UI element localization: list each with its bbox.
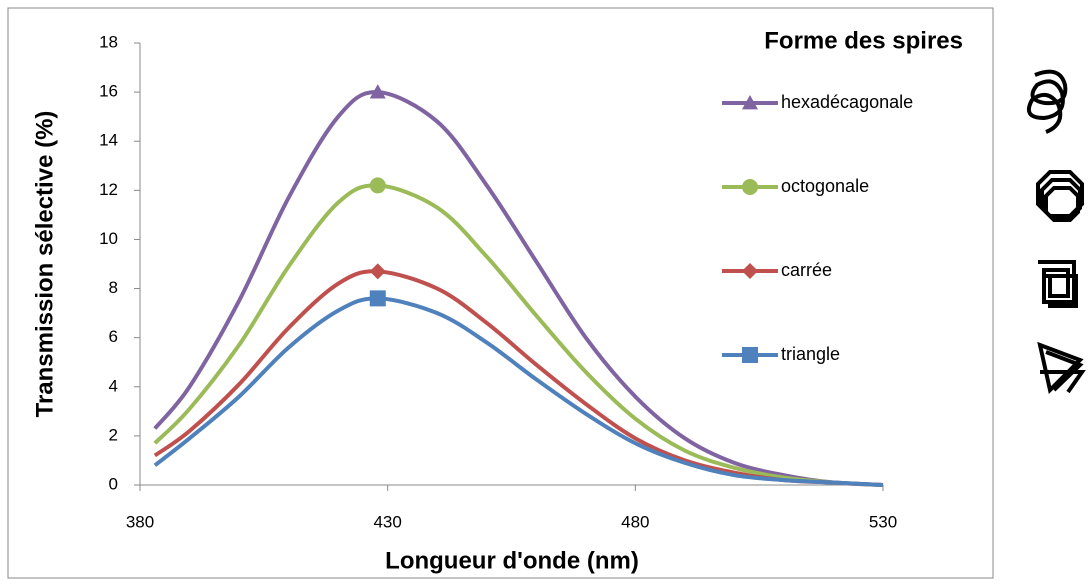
- legend-marker: [742, 179, 758, 195]
- y-tick-label: 6: [109, 327, 118, 346]
- data-marker: [369, 263, 386, 280]
- triangle-icon: [1037, 341, 1086, 394]
- legend-label: carrée: [781, 260, 832, 280]
- y-tick-label: 10: [99, 229, 118, 248]
- spire-icons: [1027, 69, 1086, 394]
- y-tick-label: 12: [99, 180, 118, 199]
- y-tick-label: 2: [109, 425, 118, 444]
- data-marker: [369, 84, 386, 99]
- legend-label: triangle: [781, 344, 840, 364]
- spiral-icon: [1027, 69, 1068, 134]
- series-line: [153, 90, 884, 487]
- legend-label: hexadécagonale: [781, 92, 913, 112]
- x-tick-label: 430: [373, 512, 401, 531]
- legend-marker: [742, 263, 758, 279]
- y-axis-title: Transmission sélective (%): [31, 111, 58, 418]
- x-tick-label: 480: [621, 512, 649, 531]
- series-line: [153, 183, 884, 487]
- square-icon: [1038, 260, 1078, 308]
- series-line: [153, 296, 884, 487]
- legend-label: octogonale: [781, 176, 869, 196]
- y-tick-label: 0: [109, 474, 118, 493]
- legend-marker: [742, 95, 758, 110]
- octagon-icon: [1036, 170, 1084, 222]
- y-tick-label: 8: [109, 278, 118, 297]
- y-tick-label: 14: [99, 131, 118, 150]
- legend-title: Forme des spires: [764, 27, 963, 54]
- y-tick-label: 16: [99, 82, 118, 101]
- data-marker: [369, 177, 386, 194]
- legend-marker: [742, 347, 758, 363]
- x-tick-label: 530: [869, 512, 897, 531]
- y-tick-label: 18: [99, 32, 118, 51]
- y-tick-label: 4: [109, 376, 118, 395]
- data-marker: [369, 290, 386, 307]
- x-tick-label: 380: [126, 512, 154, 531]
- x-axis-title: Longueur d'onde (nm): [385, 547, 639, 574]
